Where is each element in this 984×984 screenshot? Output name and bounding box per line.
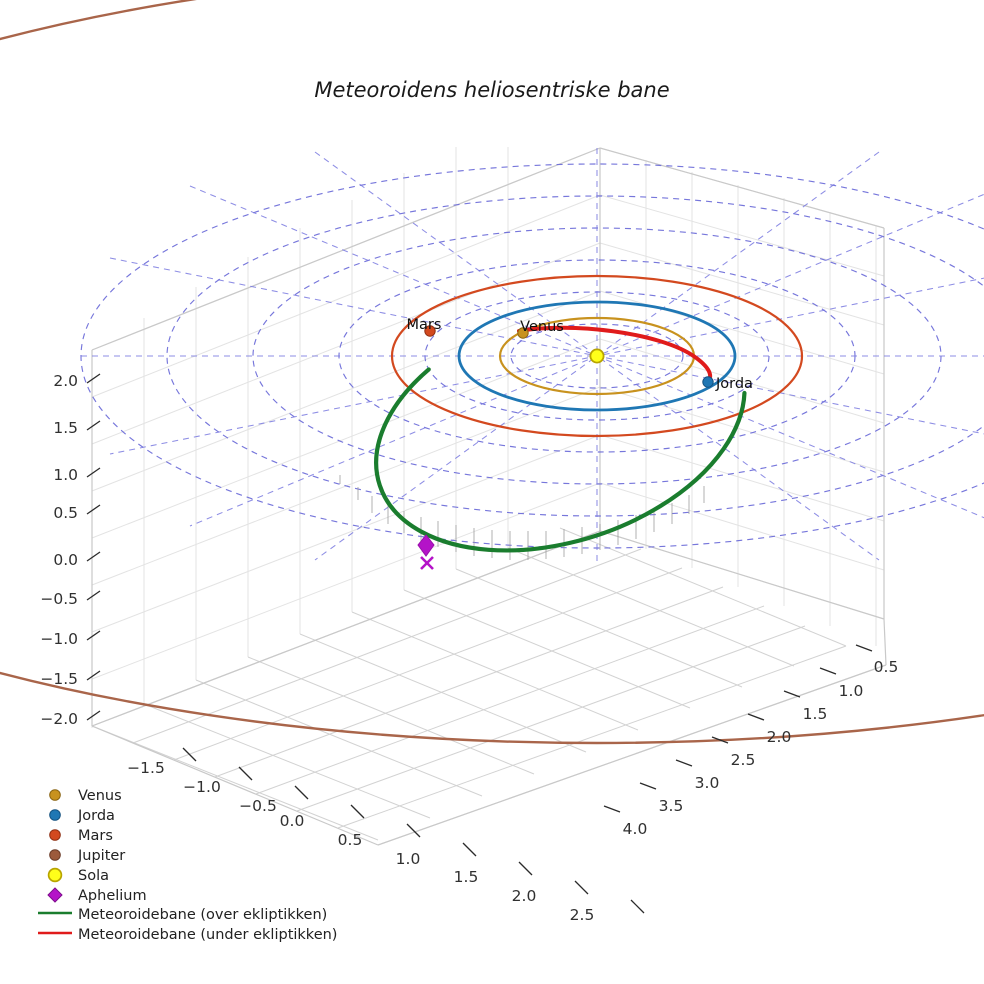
meteoroid-orbit-red [517, 325, 713, 385]
axis-z-ticklabels: 2.0 1.5 1.0 0.5 0.0 −0.5 −1.0 −1.5 −2.0 [40, 372, 78, 728]
legend: Venus Jorda Mars Jupiter Sola [38, 788, 337, 943]
tickmarks-x [182, 747, 645, 914]
marker-jorda [702, 376, 714, 388]
axis-x-ticklabels: −1.5 −1.0 −0.5 0.0 0.5 1.0 1.5 2.0 2.5 [127, 759, 594, 924]
legend-marker-jorda-icon [49, 809, 61, 821]
pane-edges [91, 147, 887, 846]
x-tick-label: 2.0 [512, 887, 537, 905]
axis-y-ticklabels: 0.5 1.0 1.5 2.0 2.5 3.0 3.5 4.0 [623, 658, 899, 838]
pane-grid-back-left [91, 147, 601, 728]
x-tick-label: 2.5 [570, 906, 595, 924]
marker-aphelium [417, 534, 435, 557]
legend-item-mars[interactable]: Mars [49, 828, 113, 844]
tickmarks-y [603, 644, 873, 813]
chart-title: Meteoroidens heliosentriske bane [314, 78, 669, 102]
orbit-jupiter [0, 0, 984, 745]
z-tick-label: −2.0 [40, 710, 78, 728]
annotation-venus: Venus [520, 319, 564, 335]
legend-item-orbit-over[interactable]: Meteoroidebane (over ekliptikken) [38, 907, 327, 923]
z-tick-label: −0.5 [40, 590, 78, 608]
z-tick-label: 0.5 [53, 504, 78, 522]
tickmarks-z [86, 373, 101, 721]
legend-label: Jupiter [77, 848, 125, 864]
legend-label: Jorda [77, 808, 115, 824]
marker-mars [424, 325, 436, 337]
legend-label: Meteoroidebane (over ekliptikken) [78, 907, 327, 923]
x-tick-label: 0.5 [338, 831, 363, 849]
z-tick-label: 1.5 [53, 419, 78, 437]
y-tick-label: 2.5 [731, 751, 756, 769]
aphelium-projection-x-icon [420, 556, 434, 570]
y-tick-label: 1.5 [803, 705, 828, 723]
legend-item-aphelium[interactable]: Aphelium [47, 887, 147, 904]
marker-sola [589, 348, 605, 364]
pane-grid-back-right [599, 147, 885, 646]
z-tick-label: 1.0 [53, 466, 78, 484]
legend-item-sola[interactable]: Sola [47, 867, 109, 884]
planet-markers [417, 325, 714, 570]
y-tick-label: 3.5 [659, 797, 684, 815]
z-tick-label: 0.0 [53, 551, 78, 569]
x-tick-label: 1.5 [454, 868, 479, 886]
legend-marker-jupiter-icon [49, 849, 61, 861]
annotation-mars: Mars [407, 317, 442, 333]
legend-marker-sola-icon [47, 867, 63, 883]
y-tick-label: 4.0 [623, 820, 648, 838]
orbit-mars [390, 274, 804, 438]
plot-annotations: Mars Venus Jorda [407, 317, 753, 392]
ecliptic-polar-grid [80, 148, 984, 564]
z-tick-label: −1.5 [40, 670, 78, 688]
orbit-jorda [457, 300, 737, 412]
y-tick-label: 3.0 [695, 774, 720, 792]
x-tick-label: −0.5 [239, 797, 277, 815]
legend-marker-venus-icon [49, 789, 61, 801]
legend-label: Mars [78, 828, 113, 844]
legend-label: Sola [78, 868, 109, 884]
meteoroid-orbit-green [374, 367, 747, 553]
y-tick-label: 0.5 [874, 658, 899, 676]
x-tick-label: −1.0 [183, 778, 221, 796]
meteoroid-orbit [374, 325, 747, 553]
legend-item-orbit-under[interactable]: Meteoroidebane (under ekliptikken) [38, 927, 337, 943]
legend-label: Meteoroidebane (under ekliptikken) [78, 927, 337, 943]
planet-orbits [0, 0, 984, 745]
legend-marker-aphelium-icon [47, 887, 63, 903]
legend-marker-mars-icon [49, 829, 61, 841]
legend-item-venus[interactable]: Venus [49, 788, 122, 804]
legend-item-jupiter[interactable]: Jupiter [49, 848, 126, 864]
legend-label: Aphelium [78, 888, 147, 904]
y-tick-label: 1.0 [839, 682, 864, 700]
x-tick-label: 0.0 [280, 812, 305, 830]
x-tick-label: 1.0 [396, 850, 421, 868]
z-tick-label: −1.0 [40, 630, 78, 648]
z-tick-label: 2.0 [53, 372, 78, 390]
legend-item-jorda[interactable]: Jorda [49, 808, 115, 824]
y-tick-label: 2.0 [767, 728, 792, 746]
annotation-jorda: Jorda [715, 376, 753, 392]
legend-label: Venus [78, 788, 122, 804]
pane-grid-floor [91, 527, 887, 846]
x-tick-label: −1.5 [127, 759, 165, 777]
marker-venus [517, 327, 529, 339]
